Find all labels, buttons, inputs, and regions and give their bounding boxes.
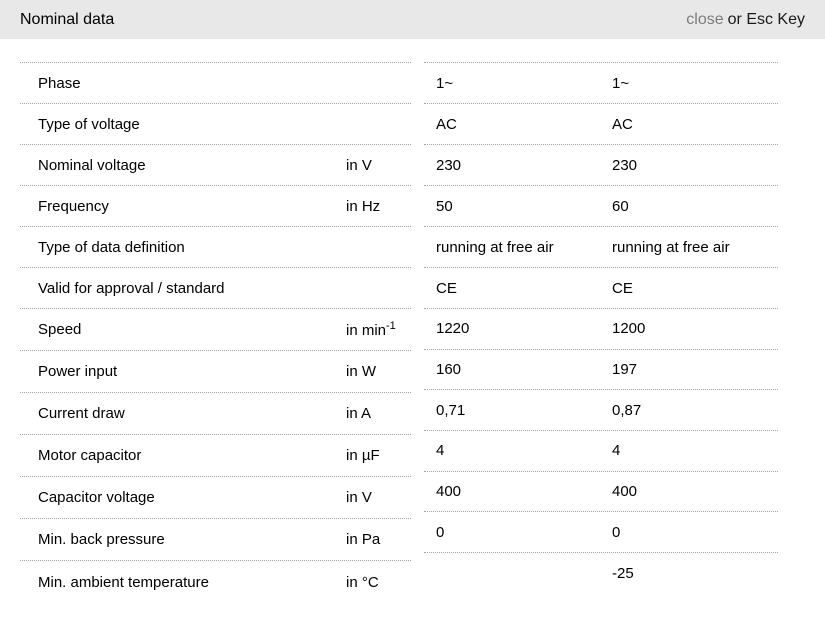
table-row-values-power-input: 160 197	[424, 350, 778, 391]
row-unit: in V	[346, 489, 372, 506]
row-label: Frequency	[38, 197, 109, 215]
value-cell-variant2: -25	[612, 564, 634, 582]
value-cell-variant1: 400	[436, 483, 462, 501]
nominal-data-table: Phase Type of voltage Nominal voltage in…	[20, 62, 825, 603]
value-cell-variant1: 160	[436, 361, 462, 379]
row-unit: in Pa	[346, 531, 381, 548]
row-label: Power input	[38, 363, 118, 380]
row-unit: in °C	[346, 573, 379, 591]
table-row-values-valid-for-approval: CE CE	[424, 268, 778, 309]
table-row-values-phase: 1~ 1~	[424, 63, 778, 104]
unit-superscript: -1	[386, 320, 396, 332]
row-label: Current draw	[38, 405, 125, 422]
row-unit: in W	[346, 363, 376, 380]
spec-labels-column: Phase Type of voltage Nominal voltage in…	[20, 62, 411, 603]
value-cell-variant1: 50	[436, 197, 453, 215]
esc-key-hint: or Esc Key	[727, 10, 805, 28]
value-cell-variant1: 4	[436, 442, 445, 460]
row-unit: in µF	[346, 447, 380, 464]
row-label: Speed	[38, 321, 82, 338]
value-cell-variant1: 1220	[436, 320, 470, 338]
table-row-label-type-of-data-definition: Type of data definition	[20, 227, 411, 268]
value-cell-variant2: AC	[612, 115, 633, 133]
value-cell-variant1: 0,71	[436, 401, 466, 419]
table-row-label-type-of-voltage: Type of voltage	[20, 104, 411, 145]
table-row-label-power-input: Power input in W	[20, 351, 411, 393]
row-unit: in min-1	[346, 320, 396, 339]
row-label: Capacitor voltage	[38, 489, 155, 506]
table-row-values-nominal-voltage: 230 230	[424, 145, 778, 186]
value-cell-variant2: 0	[612, 523, 621, 541]
table-row-label-valid-for-approval: Valid for approval / standard	[20, 268, 411, 309]
value-cell-variant2: CE	[612, 279, 633, 297]
value-cell-variant1: 0	[436, 523, 445, 541]
table-row-values-frequency: 50 60	[424, 186, 778, 227]
table-row-values-capacitor-voltage: 400 400	[424, 472, 778, 513]
row-label: Min. back pressure	[38, 531, 165, 548]
value-cell-variant2: 197	[612, 361, 638, 379]
table-row-label-speed: Speed in min-1	[20, 309, 411, 351]
value-cell-variant1: AC	[436, 115, 457, 133]
value-cell-variant2: 400	[612, 483, 638, 501]
dialog-header: Nominal data close or Esc Key	[0, 0, 825, 39]
row-label: Phase	[38, 74, 81, 92]
row-label: Valid for approval / standard	[38, 279, 225, 297]
table-row-label-motor-capacitor: Motor capacitor in µF	[20, 435, 411, 477]
value-cell-variant2: 1~	[612, 74, 630, 92]
value-cell-variant2: 0,87	[612, 401, 642, 419]
value-cell-variant1: running at free air	[436, 238, 554, 256]
value-cell-variant1: CE	[436, 279, 457, 297]
dialog-close-controls: close or Esc Key	[686, 11, 805, 29]
row-label: Nominal voltage	[38, 156, 146, 174]
table-row-label-min-ambient-temperature: Min. ambient temperature in °C	[20, 561, 411, 603]
table-row-values-current-draw: 0,71 0,87	[424, 390, 778, 432]
row-label: Type of data definition	[38, 238, 185, 256]
value-cell-variant2: 60	[612, 197, 629, 215]
table-row-label-min-back-pressure: Min. back pressure in Pa	[20, 519, 411, 561]
value-cell-variant2: 4	[612, 442, 621, 460]
value-cell-variant2: 230	[612, 156, 638, 174]
table-row-values-speed: 1220 1200	[424, 309, 778, 350]
value-cell-variant1: 1~	[436, 74, 454, 92]
value-cell-variant2: 1200	[612, 320, 646, 338]
value-cell-variant2: running at free air	[612, 238, 730, 256]
table-row-label-capacitor-voltage: Capacitor voltage in V	[20, 477, 411, 519]
close-link[interactable]: close	[686, 10, 724, 28]
table-row-values-type-of-voltage: AC AC	[424, 104, 778, 145]
dialog-title: Nominal data	[20, 10, 115, 28]
table-row-label-frequency: Frequency in Hz	[20, 186, 411, 227]
row-unit: in A	[346, 405, 372, 422]
row-label: Min. ambient temperature	[38, 573, 209, 591]
row-label: Motor capacitor	[38, 447, 142, 464]
table-row-label-nominal-voltage: Nominal voltage in V	[20, 145, 411, 186]
value-cell-variant1: 230	[436, 156, 462, 174]
table-row-label-phase: Phase	[20, 63, 411, 104]
table-row-values-min-ambient-temperature: -25	[424, 553, 778, 594]
table-row-label-current-draw: Current draw in A	[20, 393, 411, 435]
spec-values-columns: 1~ 1~ AC AC 230 230 50 60 running at fre…	[424, 62, 778, 603]
table-row-values-min-back-pressure: 0 0	[424, 512, 778, 554]
table-row-values-motor-capacitor: 4 4	[424, 431, 778, 472]
table-row-values-type-of-data-definition: running at free air running at free air	[424, 227, 778, 268]
row-label: Type of voltage	[38, 115, 140, 133]
row-unit: in V	[346, 156, 372, 174]
row-unit: in Hz	[346, 197, 381, 215]
